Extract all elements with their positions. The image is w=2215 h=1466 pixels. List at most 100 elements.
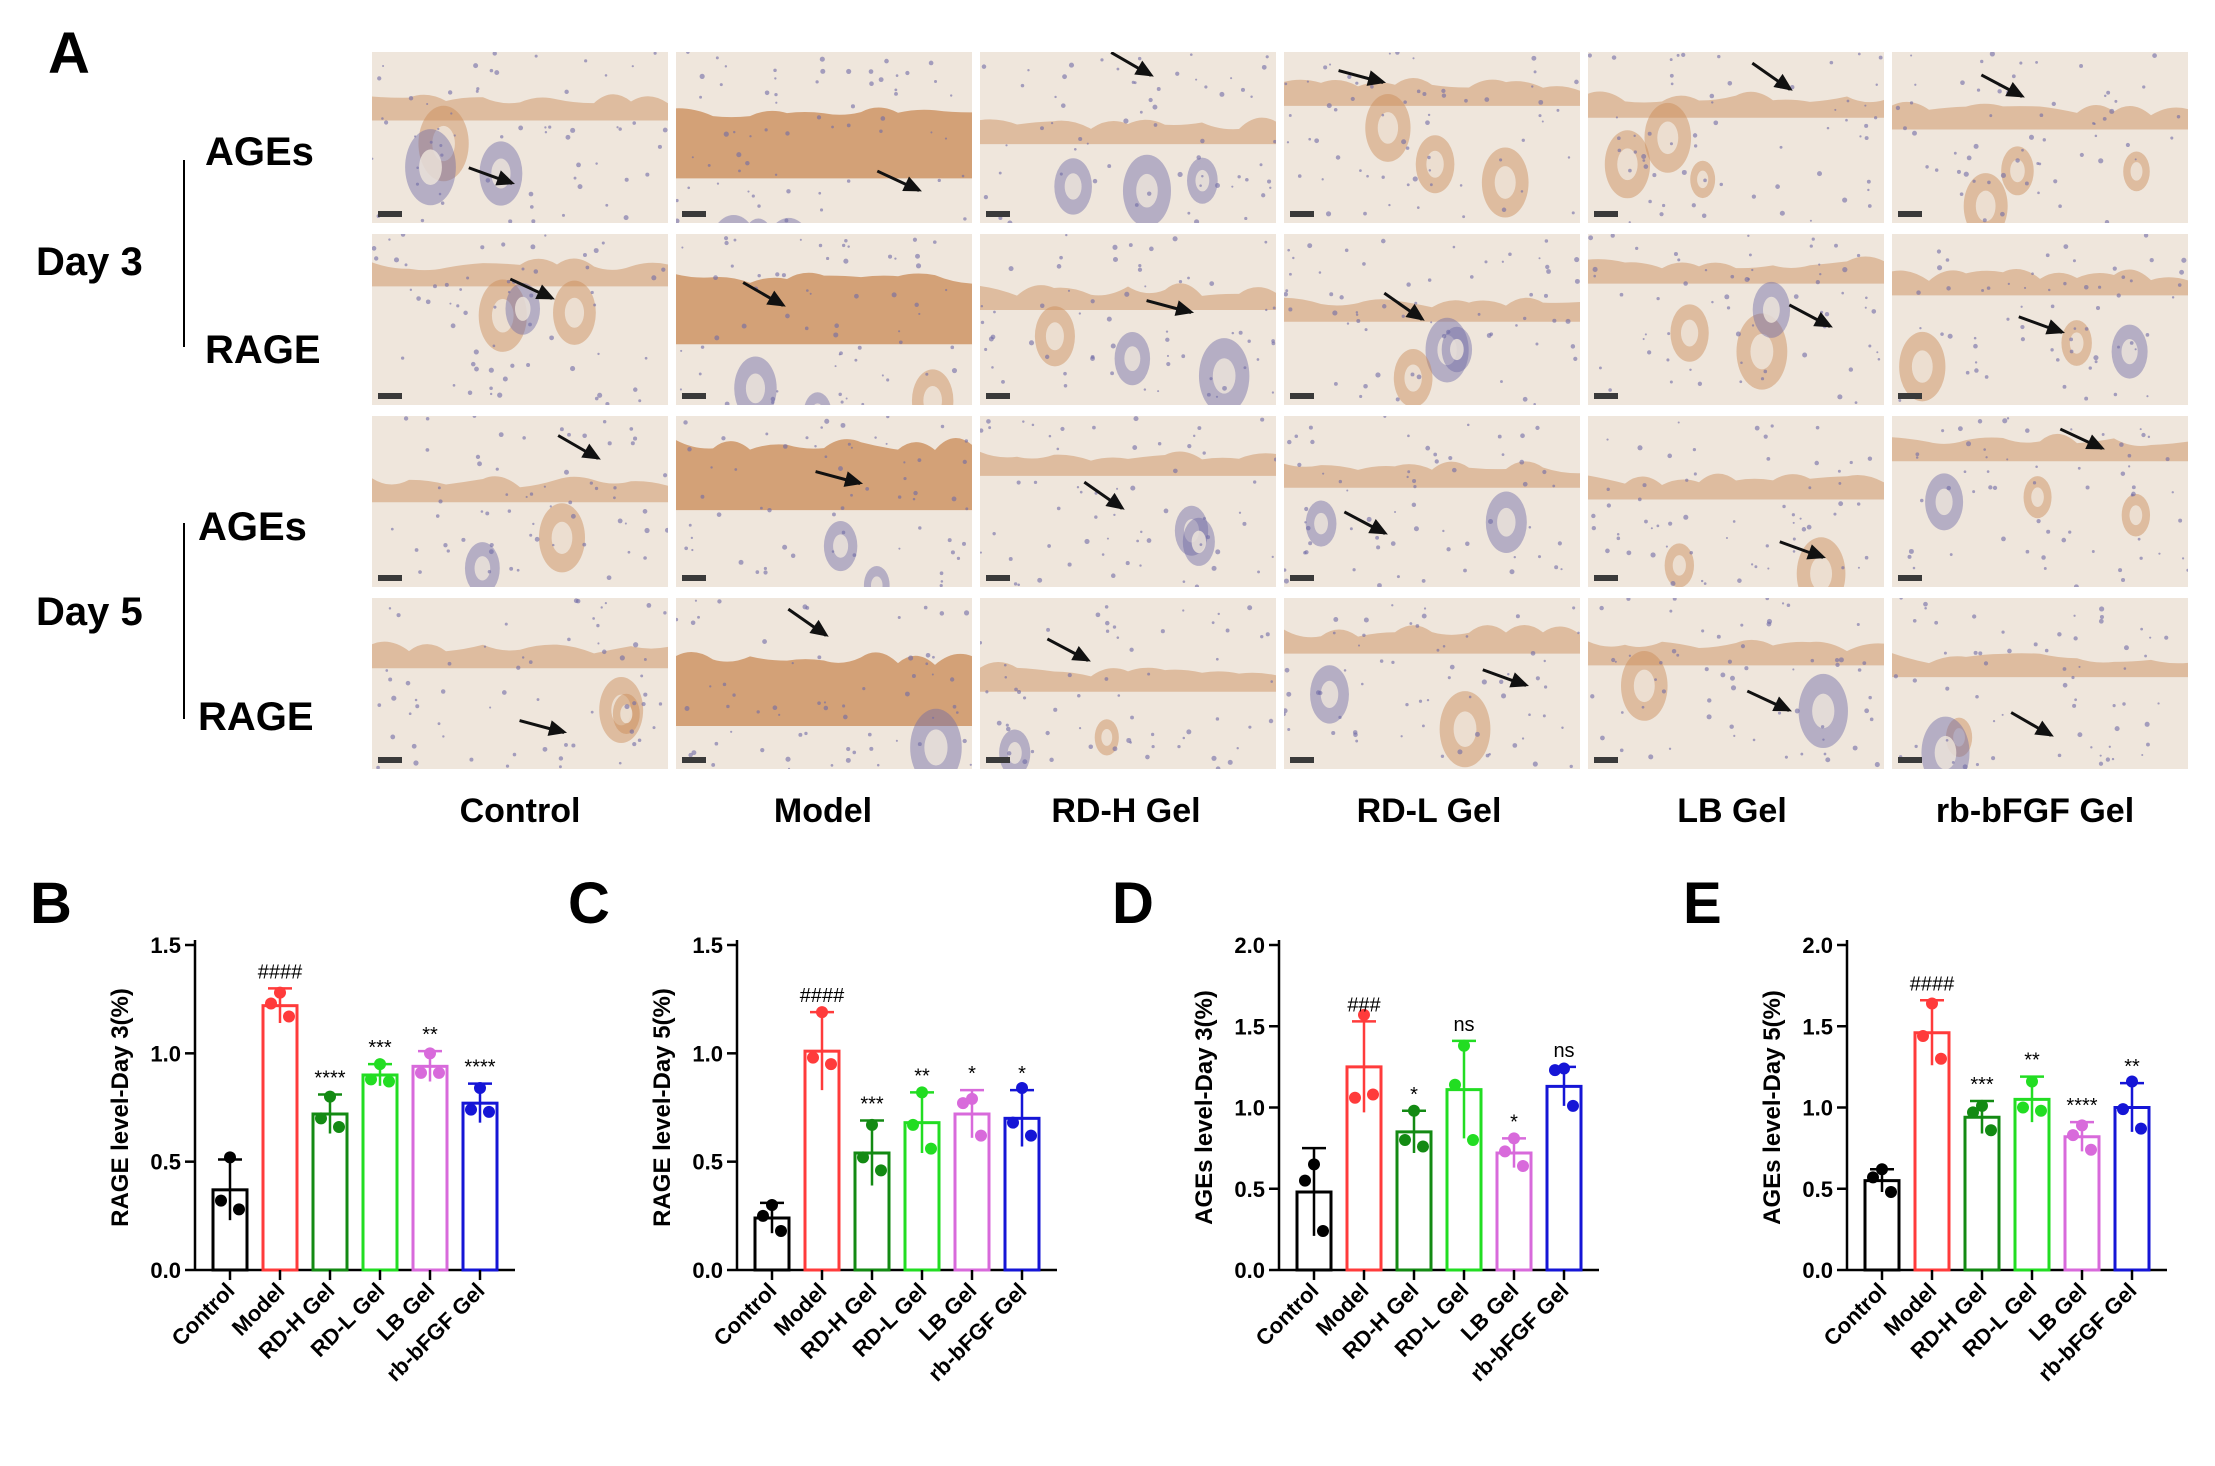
chart-c-rage-day5: RAGE level-Day 5(%) 0.0 0.5 1.0 1.5 Control ##…: [649, 933, 1057, 1386]
histology-tile-day5-ages-lb-gel: [1588, 416, 1884, 587]
y-tick-label: 0.0: [1802, 1258, 1833, 1283]
scale-bar: [378, 575, 402, 581]
scale-bar: [986, 575, 1010, 581]
day5-label: Day 5: [36, 590, 143, 634]
scale-bar: [1290, 211, 1314, 217]
chart-d-ages-day3: AGEs level-Day 3(%) 0.0 0.5 1.0 1.5 2.0 Contro…: [1191, 933, 1599, 1386]
bar: [2063, 1135, 2101, 1272]
y-tick-label: 0.5: [1802, 1177, 1833, 1202]
column-label-rd-h-gel: RD-H Gel: [1051, 792, 1201, 830]
y-tick-label: 0.5: [150, 1150, 181, 1175]
data-point: [2035, 1104, 2047, 1117]
significance-label: **: [2024, 1050, 2040, 1072]
data-point: [1299, 1174, 1311, 1187]
histology-tile-day5-rage-control: [372, 598, 668, 769]
y-tick-label: 1.5: [1234, 1014, 1265, 1039]
scale-bar: [378, 211, 402, 217]
bar: [361, 1073, 399, 1272]
chart-b-rage-day3: RAGE level-Day 3(%) 0.0 0.5 1.0 1.5 Control ##…: [107, 933, 515, 1386]
data-point: [1408, 1104, 1420, 1117]
data-point: [966, 1092, 978, 1105]
data-point: [274, 986, 286, 999]
data-point: [333, 1121, 345, 1133]
significance-label: ####: [1910, 973, 1955, 995]
bar: [1913, 1031, 1951, 1272]
histology-tile-day5-rage-lb-gel: [1588, 598, 1884, 769]
significance-label: ***: [1970, 1074, 1994, 1096]
bar: [261, 1004, 299, 1272]
significance-label: **: [914, 1065, 930, 1087]
column-label-model: Model: [773, 792, 873, 830]
significance-label: ***: [860, 1094, 884, 1116]
column-label-rd-l-gel: RD-L Gel: [1356, 792, 1502, 830]
scale-bar: [378, 757, 402, 763]
x-tick-label: Control: [709, 1278, 782, 1351]
data-point: [233, 1203, 245, 1216]
histology-tile-day5-ages-rd-l-gel: [1284, 416, 1580, 587]
data-point: [1876, 1163, 1888, 1176]
scale-bar: [1594, 757, 1618, 763]
data-point: [766, 1199, 778, 1211]
y-tick-label: 1.0: [1802, 1096, 1833, 1121]
scale-bar: [1898, 757, 1922, 763]
row-label-day3-ages: AGEs: [205, 130, 314, 174]
data-point: [483, 1105, 495, 1118]
y-axis-label: AGEs level-Day 5(%): [1759, 990, 1786, 1225]
data-point: [807, 1051, 819, 1064]
data-point: [365, 1073, 377, 1086]
scale-bar: [682, 211, 706, 217]
scale-bar: [682, 575, 706, 581]
data-point: [1417, 1140, 1429, 1153]
y-tick-label: 0.5: [692, 1150, 723, 1175]
data-point: [1967, 1106, 1979, 1119]
data-point: [224, 1151, 236, 1164]
data-point: [1317, 1225, 1329, 1237]
significance-label: ****: [464, 1057, 495, 1079]
histology-tile-day3-rage-rd-h-gel: [980, 234, 1276, 405]
histology-tile-day3-ages-rb-bfgf-gel: [1892, 52, 2188, 223]
day3-label: Day 3: [36, 240, 143, 284]
data-point: [474, 1082, 486, 1094]
significance-label: ###: [1347, 994, 1381, 1016]
data-point: [1308, 1158, 1320, 1171]
data-point: [2126, 1075, 2138, 1088]
data-point: [1517, 1160, 1529, 1172]
scale-bar: [986, 757, 1010, 763]
x-tick-label: Control: [1251, 1278, 1324, 1351]
histology-tile-day5-ages-model: [676, 416, 972, 587]
y-tick-label: 1.5: [150, 933, 181, 958]
data-point: [374, 1058, 386, 1071]
y-tick-label: 0.0: [150, 1258, 181, 1283]
histology-tile-day3-rage-rb-bfgf-gel: [1892, 234, 2188, 405]
scale-bar: [378, 393, 402, 399]
scale-bar: [1898, 211, 1922, 217]
histology-tile-day3-ages-lb-gel: [1588, 52, 1884, 223]
data-point: [1926, 997, 1938, 1010]
data-point: [415, 1066, 427, 1079]
panel-b-letter: B: [30, 871, 72, 936]
significance-label: ***: [368, 1037, 392, 1059]
significance-label: ####: [800, 985, 845, 1007]
data-point: [857, 1151, 869, 1164]
row-label-day5-ages: AGEs: [198, 505, 307, 549]
data-point: [383, 1075, 395, 1088]
scale-bar: [1290, 575, 1314, 581]
data-point: [775, 1225, 787, 1237]
data-point: [975, 1129, 987, 1142]
data-point: [816, 1006, 828, 1019]
significance-label: ns: [1553, 1040, 1574, 1062]
column-label-lb-gel: LB Gel: [1677, 792, 1787, 830]
data-point: [2026, 1075, 2038, 1088]
panel-e-letter: E: [1683, 871, 1722, 936]
column-label-control: Control: [459, 792, 581, 830]
data-point: [875, 1164, 887, 1177]
data-point: [1935, 1052, 1947, 1065]
histology-tile-day5-ages-rd-h-gel: [980, 416, 1276, 587]
data-point: [2135, 1122, 2147, 1135]
histology-tile-day3-ages-control: [372, 52, 668, 223]
data-point: [2067, 1129, 2079, 1142]
data-point: [1467, 1134, 1479, 1146]
y-tick-label: 1.0: [1234, 1096, 1265, 1121]
data-point: [866, 1118, 878, 1131]
scale-bar: [1594, 393, 1618, 399]
